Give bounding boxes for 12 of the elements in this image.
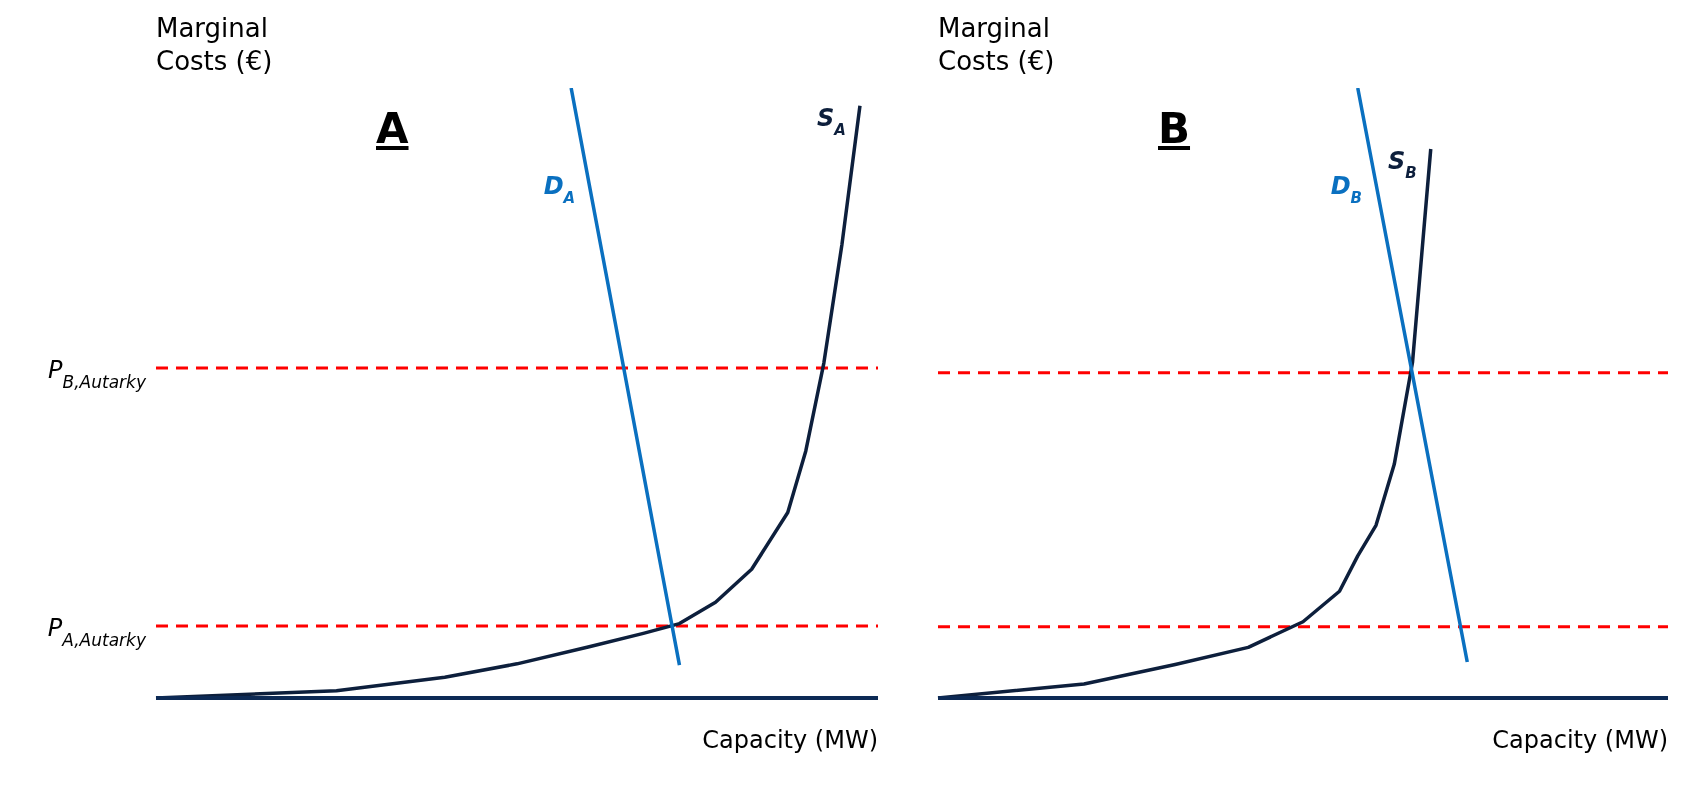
series-label: S$_{A}$ (817, 103, 846, 139)
chart-title: B (1158, 104, 1191, 153)
ref-line-label: P$_{A,Autarky}$ (47, 614, 147, 651)
x-axis-title: Capacity (MW) (1492, 726, 1668, 754)
y-axis-title: Marginal Costs (€) (156, 12, 274, 78)
series-label: S$_{B}$ (1388, 147, 1417, 182)
x-axis-title: Capacity (MW) (702, 726, 878, 754)
series-label: D$_{B}$ (1330, 171, 1362, 207)
series-label: D$_{A}$ (543, 172, 576, 208)
y-axis-title: Marginal Costs (€) (938, 12, 1056, 78)
ref-line-label: P$_{B,Autarky}$ (48, 355, 147, 392)
chart-title: A (376, 104, 409, 153)
